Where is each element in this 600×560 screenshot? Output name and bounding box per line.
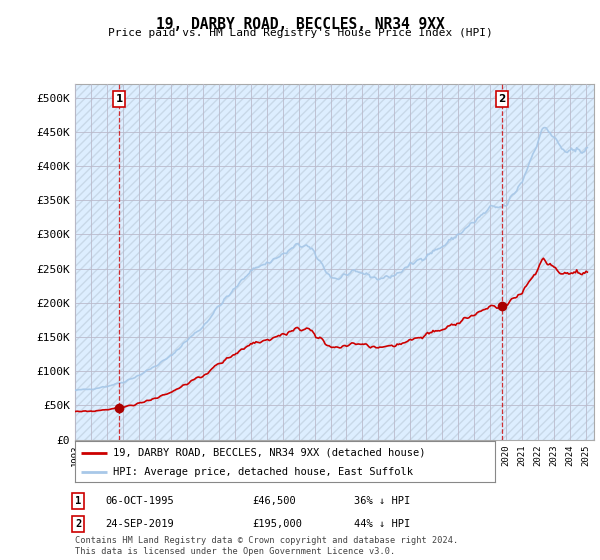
Text: 2: 2 <box>498 94 505 104</box>
Text: 24-SEP-2019: 24-SEP-2019 <box>105 519 174 529</box>
Text: 1: 1 <box>75 496 81 506</box>
Text: 44% ↓ HPI: 44% ↓ HPI <box>354 519 410 529</box>
Text: 19, DARBY ROAD, BECCLES, NR34 9XX (detached house): 19, DARBY ROAD, BECCLES, NR34 9XX (detac… <box>113 447 425 458</box>
Text: HPI: Average price, detached house, East Suffolk: HPI: Average price, detached house, East… <box>113 466 413 477</box>
Text: 2: 2 <box>75 519 81 529</box>
Text: £195,000: £195,000 <box>252 519 302 529</box>
Text: Contains HM Land Registry data © Crown copyright and database right 2024.
This d: Contains HM Land Registry data © Crown c… <box>75 536 458 556</box>
Text: 19, DARBY ROAD, BECCLES, NR34 9XX: 19, DARBY ROAD, BECCLES, NR34 9XX <box>155 17 445 32</box>
Text: Price paid vs. HM Land Registry's House Price Index (HPI): Price paid vs. HM Land Registry's House … <box>107 28 493 38</box>
Text: £46,500: £46,500 <box>252 496 296 506</box>
Text: 06-OCT-1995: 06-OCT-1995 <box>105 496 174 506</box>
Text: 1: 1 <box>115 94 123 104</box>
Text: 36% ↓ HPI: 36% ↓ HPI <box>354 496 410 506</box>
